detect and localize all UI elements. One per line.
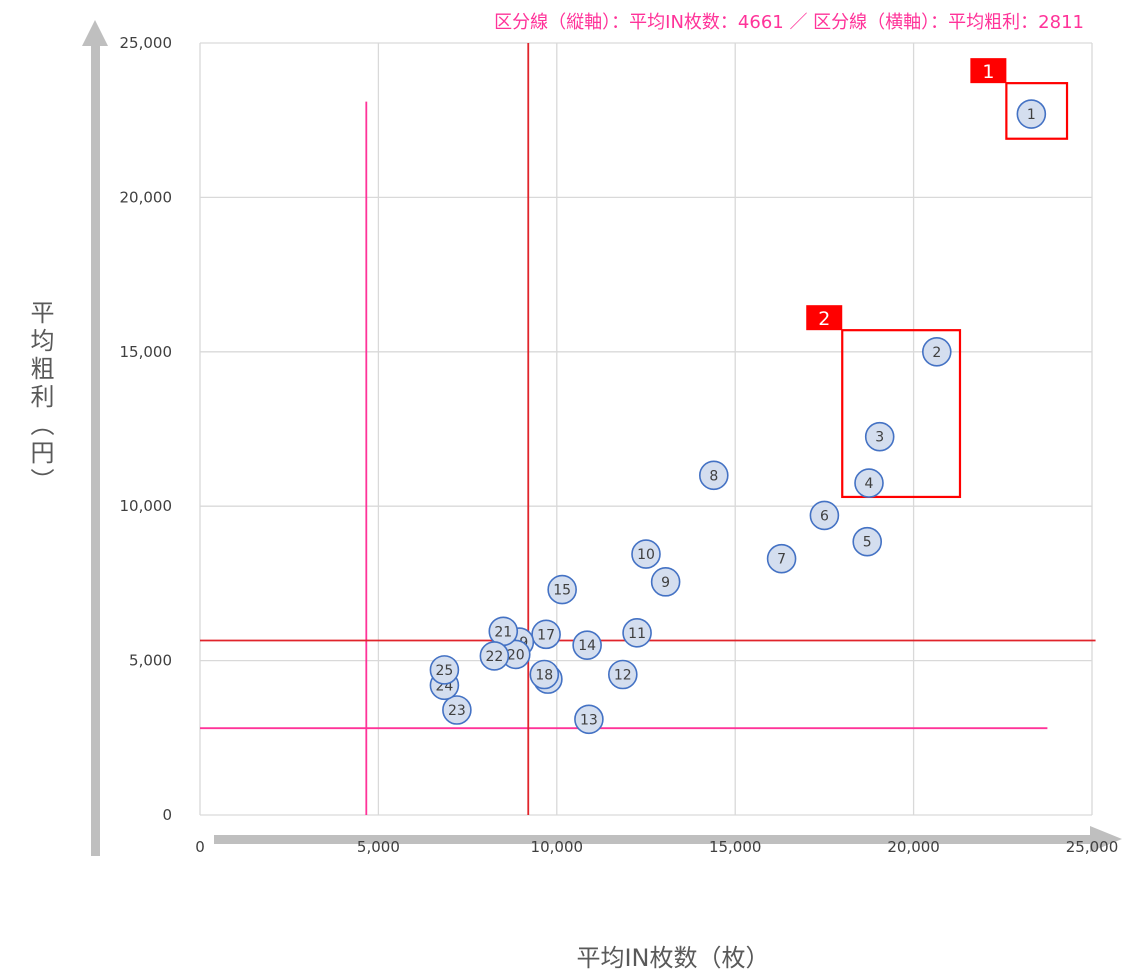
data-point-label-8: 8 — [709, 468, 718, 484]
x-axis-title: 平均IN枚数（枚） — [576, 944, 769, 972]
data-point-label-25: 25 — [435, 663, 453, 679]
x-tick-label: 5,000 — [357, 838, 400, 856]
highlight-box-1 — [1005, 82, 1069, 140]
data-point-label-2: 2 — [932, 345, 941, 361]
data-point-13 — [574, 704, 604, 735]
data-point-9 — [650, 567, 681, 597]
x-tick-label: 25,000 — [1066, 838, 1119, 856]
x-tick-label: 20,000 — [887, 838, 940, 856]
data-point-label-23: 23 — [448, 703, 466, 719]
data-point-10 — [631, 539, 661, 569]
data-point-label-18: 18 — [535, 667, 553, 683]
data-point-5 — [852, 526, 883, 557]
data-point-label-13: 13 — [580, 712, 598, 728]
highlight-box-2 — [841, 329, 962, 499]
y-axis-arrow-shaft — [91, 44, 100, 856]
data-point-2 — [921, 336, 952, 367]
highlight-box-label-2: 2 — [818, 308, 830, 330]
data-point-12 — [608, 659, 638, 690]
y-tick-label: 5,000 — [129, 652, 172, 670]
data-point-label-12: 12 — [614, 667, 632, 683]
data-point-25 — [429, 655, 460, 685]
data-point-label-1: 1 — [1027, 107, 1036, 123]
highlight-box-tag-2 — [806, 305, 843, 331]
data-point-6 — [809, 500, 840, 531]
data-point-label-6: 6 — [820, 508, 829, 524]
data-point-18 — [529, 659, 560, 690]
data-point-15 — [547, 574, 577, 605]
x-tick-label: 15,000 — [709, 838, 762, 856]
y-tick-label: 20,000 — [120, 188, 173, 206]
x-tick-label: 10,000 — [531, 838, 584, 856]
x-axis-arrow-shaft — [214, 835, 1094, 844]
x-axis-arrow-head — [1090, 826, 1122, 852]
data-point-17 — [531, 619, 561, 650]
data-point-label-4: 4 — [865, 476, 874, 492]
y-tick-label: 25,000 — [120, 34, 173, 52]
divider-note: 区分線（縦軸）：平均IN枚数：4661 ／ 区分線（横軸）：平均粗利：2811 — [494, 12, 1084, 33]
data-point-14 — [572, 630, 602, 660]
data-point-label-5: 5 — [863, 535, 872, 551]
data-point-label-15: 15 — [553, 583, 571, 599]
data-point-7 — [766, 543, 797, 574]
highlight-box-label-1: 1 — [982, 61, 994, 83]
data-point-22 — [479, 641, 510, 671]
data-point-label-7: 7 — [777, 552, 786, 568]
data-point-4 — [854, 468, 884, 498]
data-point-label-14: 14 — [578, 638, 596, 654]
highlight-box-tag-1 — [970, 58, 1007, 84]
data-point-label-10: 10 — [637, 547, 655, 563]
data-point-3 — [864, 421, 895, 452]
data-point-label-11: 11 — [628, 626, 646, 642]
data-point-label-9: 9 — [661, 575, 670, 591]
y-tick-label: 15,000 — [120, 343, 173, 361]
data-point-label-17: 17 — [537, 627, 555, 643]
y-tick-label: 0 — [162, 806, 172, 824]
y-axis-title: 平均粗利（円） — [26, 300, 54, 496]
data-point-8 — [698, 460, 729, 491]
data-point-label-3: 3 — [875, 430, 884, 446]
data-point-label-21: 21 — [494, 624, 512, 640]
data-point-23 — [442, 695, 472, 725]
data-point-1 — [1016, 99, 1047, 129]
data-point-label-22: 22 — [485, 649, 503, 665]
y-axis-arrow-head — [82, 20, 108, 46]
x-tick-label: 0 — [195, 838, 205, 856]
data-point-11 — [622, 618, 652, 648]
y-tick-label: 10,000 — [120, 497, 173, 515]
data-point-label-20: 20 — [507, 647, 525, 663]
